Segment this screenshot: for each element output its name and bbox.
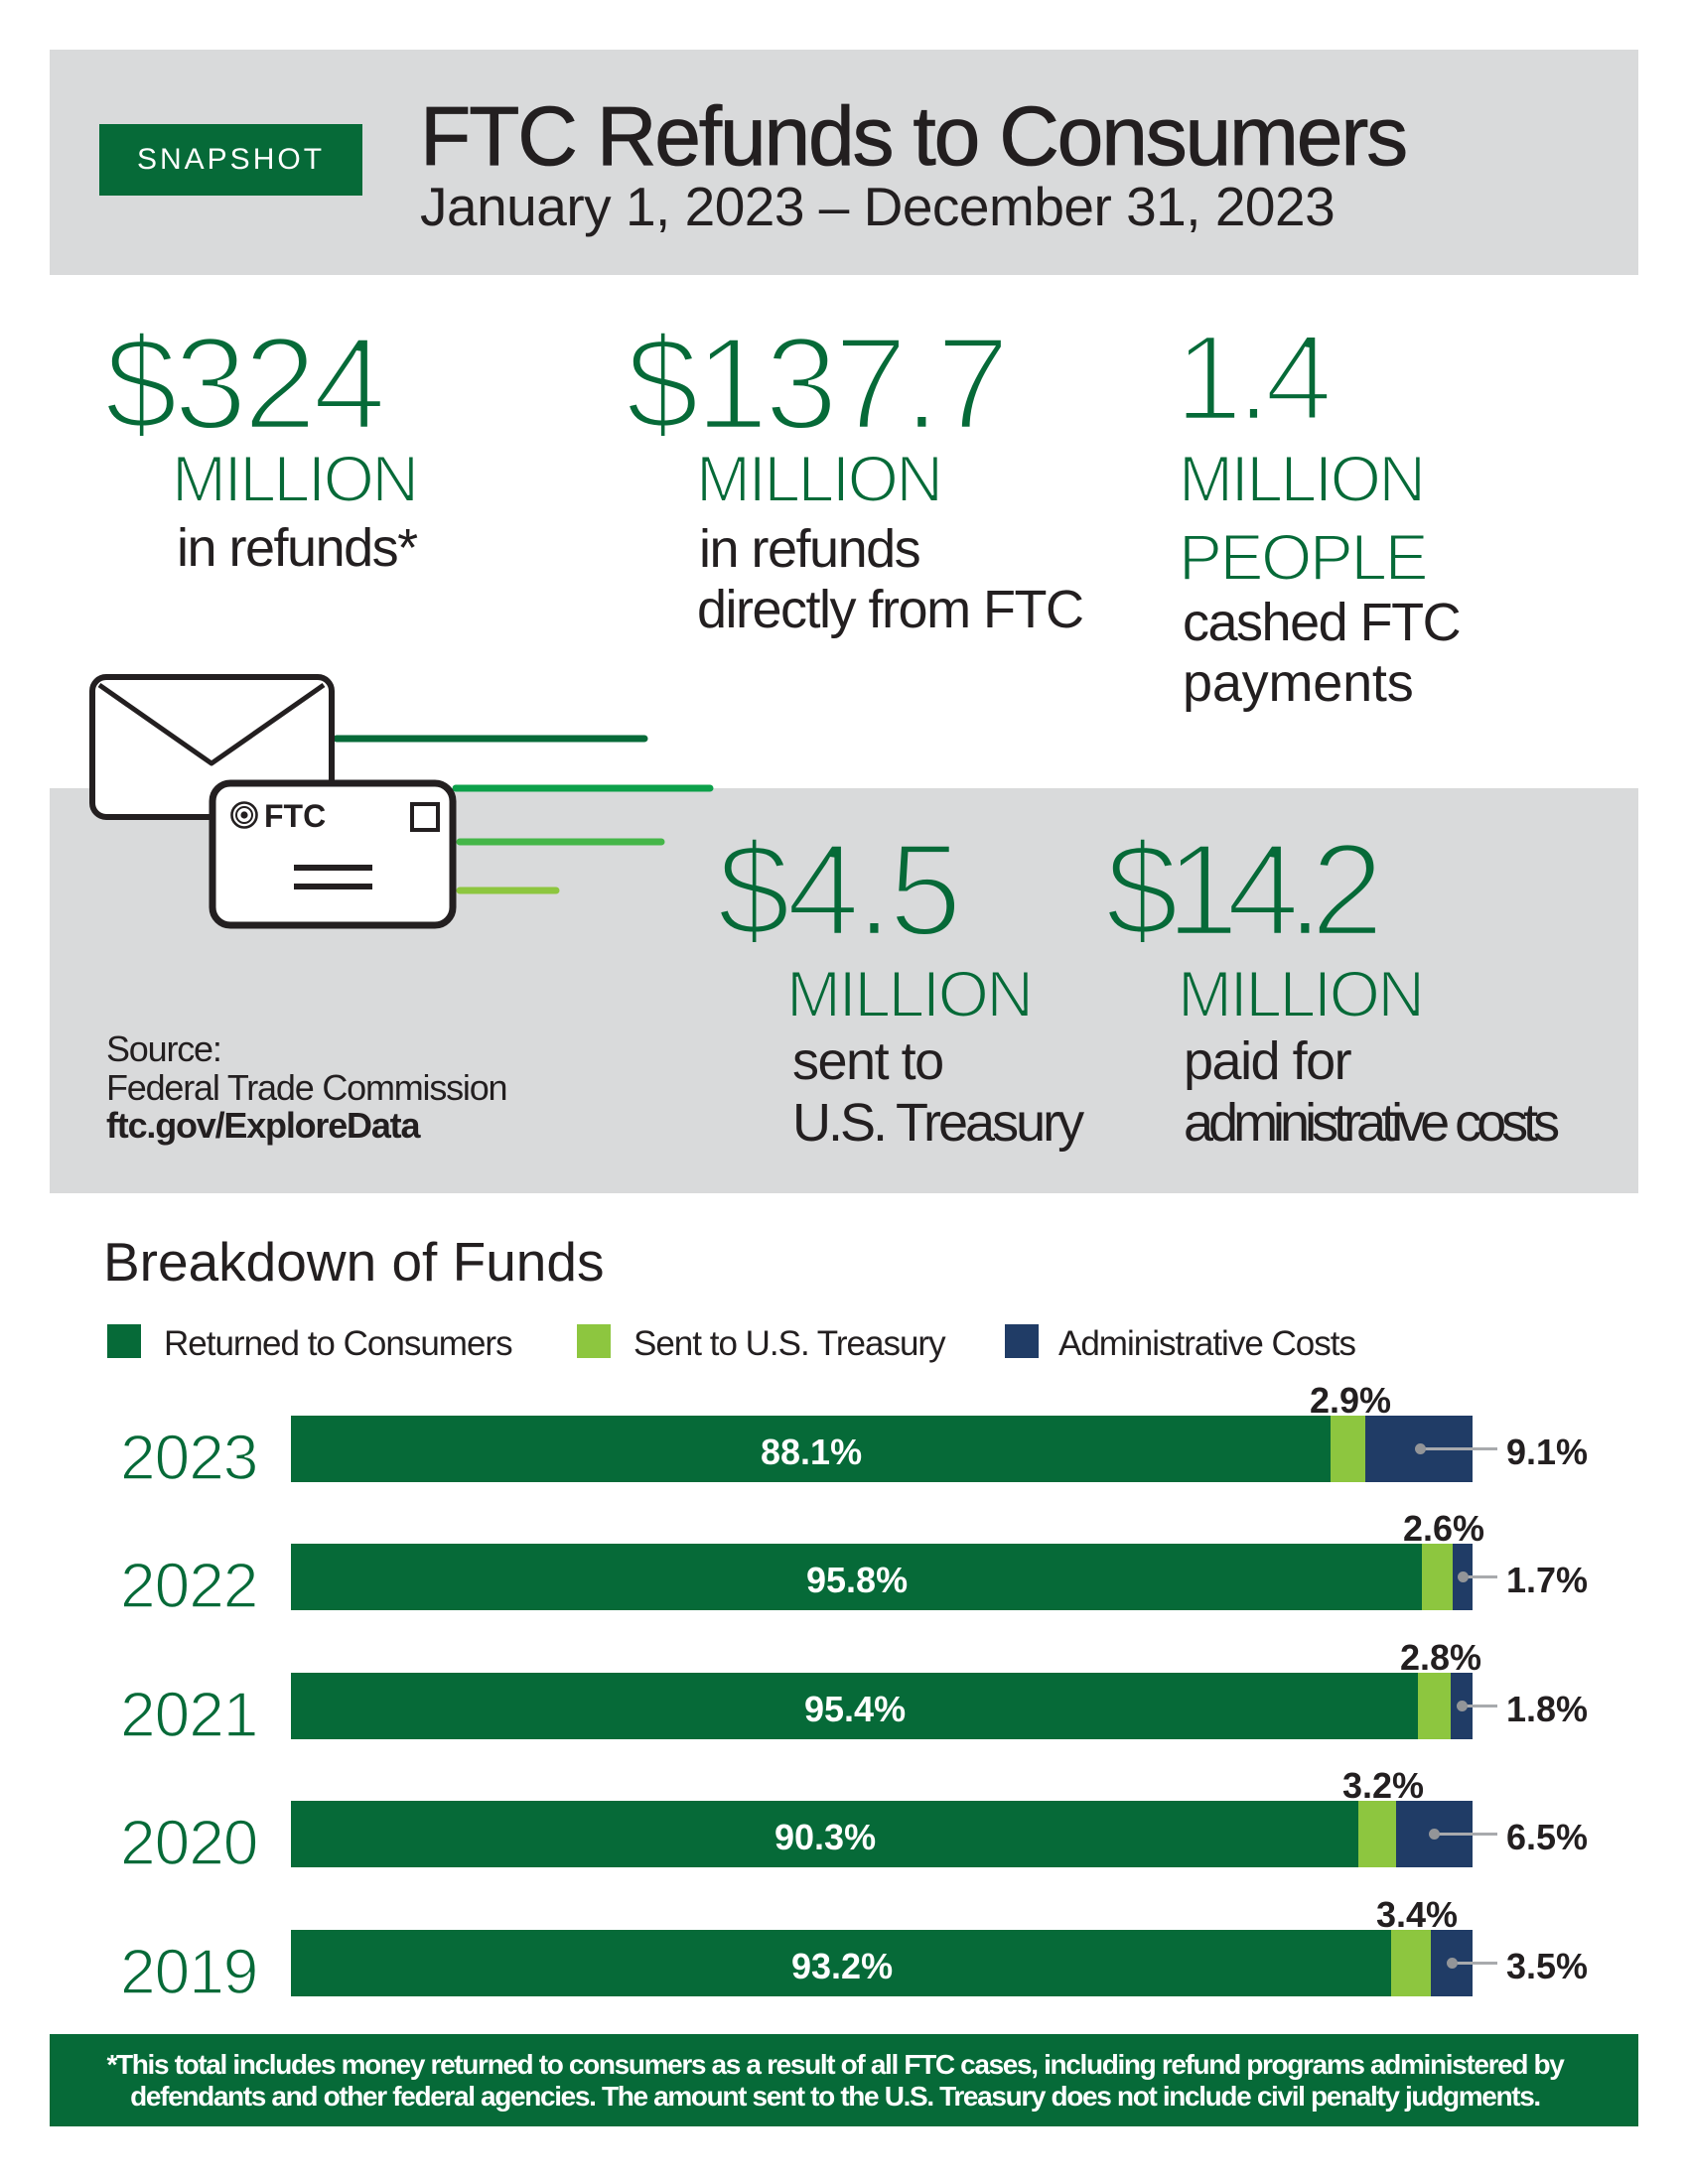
svg-text:FTC: FTC bbox=[264, 798, 326, 834]
